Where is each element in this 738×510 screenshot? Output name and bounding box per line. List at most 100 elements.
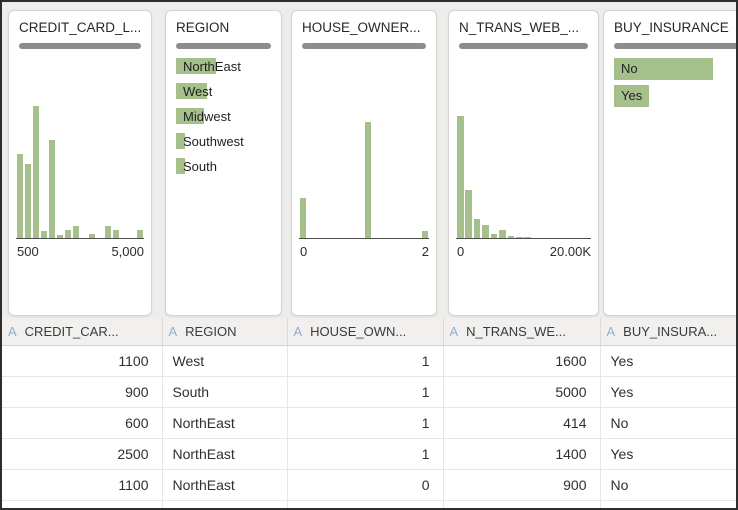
cell-buy_insurance[interactable]: No xyxy=(600,407,736,439)
histogram-bar[interactable] xyxy=(48,139,56,238)
cell-credit_card_limit[interactable]: 1100 xyxy=(2,469,163,501)
cell-house_ownership[interactable]: 0 xyxy=(287,469,444,501)
category-bar-fill xyxy=(176,133,185,149)
category-bar-southwest[interactable]: Southwest xyxy=(176,133,281,149)
axis-max-label: 2 xyxy=(421,244,429,259)
histogram-bin xyxy=(380,105,388,238)
attribute-type-icon: A xyxy=(293,324,303,339)
category-label: Midwest xyxy=(183,109,231,124)
profile-card-buy-insurance[interactable]: BUY_INSURANCE No Yes xyxy=(603,10,736,316)
table-row[interactable]: 1100 West 1 1600 Yes xyxy=(2,345,736,377)
histogram-bin xyxy=(498,105,506,238)
data-quality-bar[interactable] xyxy=(176,43,271,49)
histogram-bar[interactable] xyxy=(490,234,498,238)
cell-house_ownership[interactable]: 1 xyxy=(287,438,444,470)
cell-region[interactable]: South xyxy=(162,376,288,408)
histogram-bar[interactable] xyxy=(421,231,429,238)
category-label: NorthEast xyxy=(183,59,241,74)
histogram-bar[interactable] xyxy=(88,234,96,238)
cell-n_trans_web[interactable]: 900 xyxy=(443,469,601,501)
cell-n_trans_web[interactable]: 414 xyxy=(443,407,601,439)
histogram-bin xyxy=(397,105,405,238)
cell-region[interactable]: NorthEast xyxy=(162,407,288,439)
attribute-type-icon: A xyxy=(606,324,616,339)
histogram-bar[interactable] xyxy=(16,154,24,238)
histogram-bar[interactable] xyxy=(456,115,464,238)
histogram-bar[interactable] xyxy=(482,224,489,238)
cell-credit_card_limit[interactable]: 600 xyxy=(2,407,163,439)
category-label: West xyxy=(183,84,213,99)
category-bar-northeast[interactable]: NorthEast xyxy=(176,58,281,74)
cell-credit_card_limit[interactable]: 900 xyxy=(2,376,163,408)
histogram-bar[interactable] xyxy=(465,190,472,238)
histogram-bar[interactable] xyxy=(299,198,307,238)
histogram-bin xyxy=(128,105,136,238)
histogram-bin xyxy=(532,105,540,238)
cell-buy_insurance[interactable]: Yes xyxy=(600,376,736,408)
category-bar-south[interactable]: South xyxy=(176,158,281,174)
histogram-bar[interactable] xyxy=(499,230,506,238)
column-header-buy-insurance[interactable]: A BUY_INSURA... xyxy=(600,318,736,346)
data-quality-bar[interactable] xyxy=(614,43,736,49)
histogram-bar[interactable] xyxy=(112,230,120,238)
data-preview-table: A CREDIT_CAR... A REGION A HOUSE_OWN... A N_… xyxy=(2,318,736,508)
cell-region[interactable]: West xyxy=(162,345,288,377)
histogram-bar[interactable] xyxy=(364,122,372,238)
column-header-house-ownership[interactable]: A HOUSE_OWN... xyxy=(287,318,444,346)
attribute-type-icon: A xyxy=(449,324,459,339)
column-header-n-trans-web[interactable]: A N_TRANS_WE... xyxy=(443,318,601,346)
histogram-bar[interactable] xyxy=(104,226,112,238)
category-bar-yes[interactable]: Yes xyxy=(614,85,736,107)
cell-house_ownership[interactable]: 1 xyxy=(287,345,444,377)
data-quality-bar[interactable] xyxy=(459,43,588,49)
category-bar-west[interactable]: West xyxy=(176,83,281,99)
card-title: REGION xyxy=(176,20,230,35)
cell-credit_card_limit[interactable]: 1100 xyxy=(2,345,163,377)
histogram-bar[interactable] xyxy=(24,163,32,238)
category-label: No xyxy=(621,61,638,76)
profile-card-credit-card-limit[interactable]: CREDIT_CARD_L... 500 5,000 xyxy=(8,10,152,316)
cell-buy_insurance[interactable]: No xyxy=(600,469,736,501)
histogram-bar[interactable] xyxy=(507,236,515,238)
category-bar-no[interactable]: No xyxy=(614,58,736,80)
cell-buy_insurance[interactable]: Yes xyxy=(600,345,736,377)
histogram-bar[interactable] xyxy=(72,226,80,238)
histogram-bin xyxy=(557,105,565,238)
histogram-bar[interactable] xyxy=(32,106,40,238)
cell-empty xyxy=(600,500,736,508)
histogram-bar[interactable] xyxy=(515,236,523,238)
data-quality-bar[interactable] xyxy=(19,43,141,49)
cell-buy_insurance[interactable]: Yes xyxy=(600,438,736,470)
cell-n_trans_web[interactable]: 5000 xyxy=(443,376,601,408)
cell-region[interactable]: NorthEast xyxy=(162,469,288,501)
cell-n_trans_web[interactable]: 1600 xyxy=(443,345,601,377)
cell-n_trans_web[interactable]: 1400 xyxy=(443,438,601,470)
axis-min-label: 0 xyxy=(300,244,308,259)
histogram-bar[interactable] xyxy=(524,236,531,238)
cell-house_ownership[interactable]: 1 xyxy=(287,407,444,439)
table-row[interactable]: 1100 NorthEast 0 900 No xyxy=(2,469,736,501)
profile-card-n-trans-web[interactable]: N_TRANS_WEB_... 0 20.00K xyxy=(448,10,599,316)
column-header-credit-card-limit[interactable]: A CREDIT_CAR... xyxy=(2,318,163,346)
histogram-bin xyxy=(566,105,574,238)
cell-region[interactable]: NorthEast xyxy=(162,438,288,470)
histogram-bar[interactable] xyxy=(40,231,48,238)
column-header-label: N_TRANS_WE... xyxy=(466,324,566,339)
table-row[interactable]: 600 NorthEast 1 414 No xyxy=(2,407,736,439)
histogram-bar[interactable] xyxy=(136,230,144,238)
cell-credit_card_limit[interactable]: 2500 xyxy=(2,438,163,470)
column-header-region[interactable]: A REGION xyxy=(162,318,288,346)
table-row[interactable]: 2500 NorthEast 1 1400 Yes xyxy=(2,438,736,470)
column-header-label: HOUSE_OWN... xyxy=(310,324,407,339)
category-bar-midwest[interactable]: Midwest xyxy=(176,108,281,124)
table-row[interactable]: 900 South 1 5000 Yes xyxy=(2,376,736,408)
profile-card-region[interactable]: REGION NorthEast West Midwest Southwest Sout… xyxy=(165,10,282,316)
data-quality-bar[interactable] xyxy=(302,43,426,49)
histogram-bar[interactable] xyxy=(64,230,72,238)
cell-house_ownership[interactable]: 1 xyxy=(287,376,444,408)
histogram-bar[interactable] xyxy=(473,219,481,238)
profile-card-house-ownership[interactable]: HOUSE_OWNER... 0 2 xyxy=(291,10,437,316)
histogram-bar[interactable] xyxy=(56,235,64,238)
histogram-bin xyxy=(80,105,88,238)
